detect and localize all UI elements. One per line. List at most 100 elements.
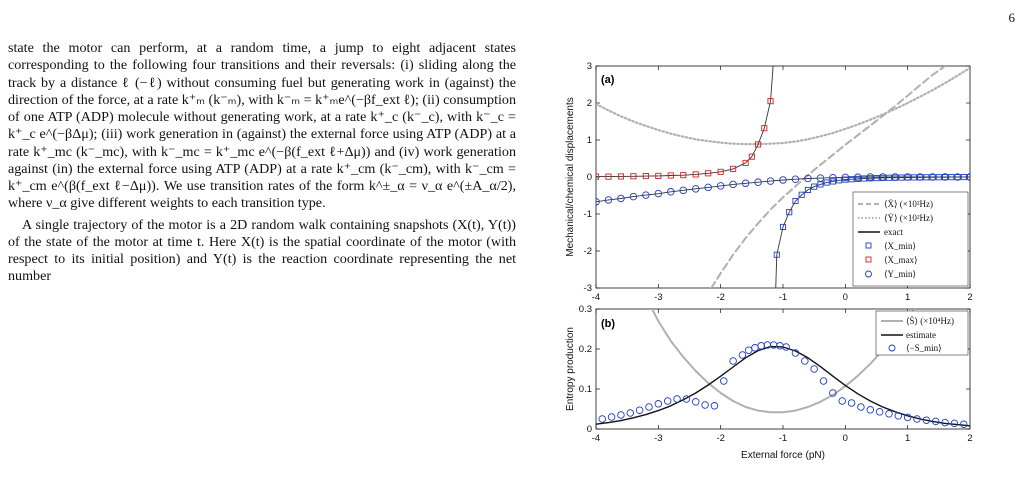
data-point-circle	[607, 413, 616, 421]
data-point-circle	[941, 173, 949, 181]
data-point-circle	[857, 403, 865, 411]
panel-a-legend: ⟨Ẋ⟩ (×10²Hz) ⟨Ẏ⟩ (×10²Hz) exact ⟨X_min⟩ …	[852, 191, 969, 287]
paragraph-1: state the motor can perform, at a random…	[8, 40, 516, 212]
data-point-circle	[866, 173, 875, 181]
data-point-square	[811, 183, 818, 190]
data-point-square	[804, 186, 811, 194]
x-tick-label: -4	[592, 433, 600, 444]
data-point-square	[954, 174, 961, 181]
panel-a-tag: (a)	[601, 74, 615, 86]
series-line	[596, 66, 970, 146]
series-line	[651, 309, 915, 414]
data-point-circle	[894, 412, 903, 420]
data-point-square	[596, 173, 600, 180]
series-line	[596, 345, 970, 427]
legend-estimate: estimate	[906, 330, 936, 340]
data-point-circle	[903, 173, 912, 181]
data-point-square	[829, 178, 836, 185]
data-point-circle	[875, 408, 884, 416]
data-point-circle	[941, 418, 949, 427]
exact-line-ext	[770, 66, 774, 102]
data-point-circle	[819, 377, 828, 385]
data-point-circle	[829, 389, 837, 397]
data-point-square	[867, 175, 874, 182]
data-point-circle	[922, 416, 931, 424]
figure-svg: (a) Mechanical/chemical displacements -3…	[565, 61, 973, 461]
data-point-circle	[779, 176, 787, 184]
x-tick-label: -4	[592, 292, 600, 303]
data-point-square	[667, 172, 674, 179]
panel-b-plot	[596, 309, 970, 428]
x-tick-label: 0	[843, 433, 848, 444]
data-point-circle	[754, 178, 762, 186]
data-point-circle	[854, 173, 862, 181]
data-point-square	[742, 159, 749, 166]
data-point-circle	[928, 173, 937, 181]
figure: (a) Mechanical/chemical displacements -3…	[548, 52, 1028, 492]
data-point-circle	[776, 342, 784, 350]
data-point-square	[605, 173, 612, 180]
x-tick-label: 1	[905, 292, 910, 303]
legend-ydot: ⟨Ẏ⟩ (×10²Hz)	[884, 213, 933, 223]
data-point-square	[966, 174, 970, 181]
data-point-circle	[626, 409, 635, 417]
panel-a-ylabel: Mechanical/chemical displacements	[565, 97, 576, 257]
data-point-circle	[913, 415, 921, 423]
data-point-square	[767, 98, 774, 105]
series-line	[710, 66, 947, 288]
data-point-square	[848, 176, 855, 183]
legend-xmax: ⟨X_max⟩	[884, 255, 918, 265]
x-tick-label: -3	[654, 433, 662, 444]
panel-a-plot	[596, 66, 970, 288]
x-tick-label: -2	[716, 433, 724, 444]
paragraph-2: A single trajectory of the motor is a 2D…	[8, 216, 516, 285]
data-point-circle	[950, 419, 959, 428]
data-point-circle	[829, 173, 837, 182]
data-point-circle	[810, 365, 818, 373]
data-point-circle	[682, 395, 691, 403]
y-tick-label: 0.1	[579, 384, 592, 395]
y-tick-label: -3	[584, 283, 592, 294]
data-point-circle	[617, 411, 625, 419]
data-point-square	[761, 125, 768, 132]
data-point-circle	[782, 343, 790, 351]
data-point-square	[730, 165, 737, 172]
data-point-square	[630, 173, 637, 180]
data-point-circle	[617, 194, 625, 203]
data-point-circle	[663, 397, 672, 405]
x-tick-label: 1	[905, 433, 910, 444]
data-point-circle	[598, 415, 606, 423]
data-point-circle	[791, 175, 800, 183]
data-point-square	[860, 175, 868, 182]
y-tick-label: 0.3	[579, 304, 592, 315]
y-tick-label: 0.2	[579, 344, 592, 355]
y-tick-label: 1	[587, 135, 592, 146]
data-point-square	[655, 172, 662, 179]
data-point-circle	[766, 177, 775, 185]
legend-xmin: ⟨X_min⟩	[884, 241, 916, 251]
data-point-square	[642, 173, 649, 180]
data-point-circle	[960, 420, 968, 428]
data-point-circle	[691, 185, 700, 193]
page-number: 6	[1008, 10, 1016, 25]
data-point-circle	[931, 417, 940, 426]
data-point-circle	[673, 395, 681, 403]
data-point-circle	[741, 179, 750, 188]
data-point-circle	[966, 173, 970, 181]
x-tick-label: -1	[779, 292, 787, 303]
y-tick-label: 3	[587, 61, 592, 72]
data-point-circle	[720, 377, 728, 385]
data-point-circle	[816, 174, 825, 182]
panel-b-tag: (b)	[601, 318, 615, 330]
data-point-circle	[903, 413, 912, 422]
data-point-square	[942, 174, 949, 181]
data-point-circle	[691, 398, 700, 406]
data-point-circle	[891, 173, 899, 181]
data-point-circle	[679, 186, 688, 195]
legend-smin: ⟨−S_min⟩	[906, 343, 942, 353]
panel-b-ylabel: Entropy production	[565, 327, 576, 411]
data-point-circle	[654, 400, 663, 408]
data-point-circle	[604, 196, 613, 204]
y-tick-label: -1	[584, 209, 592, 220]
exact-line	[596, 101, 771, 178]
